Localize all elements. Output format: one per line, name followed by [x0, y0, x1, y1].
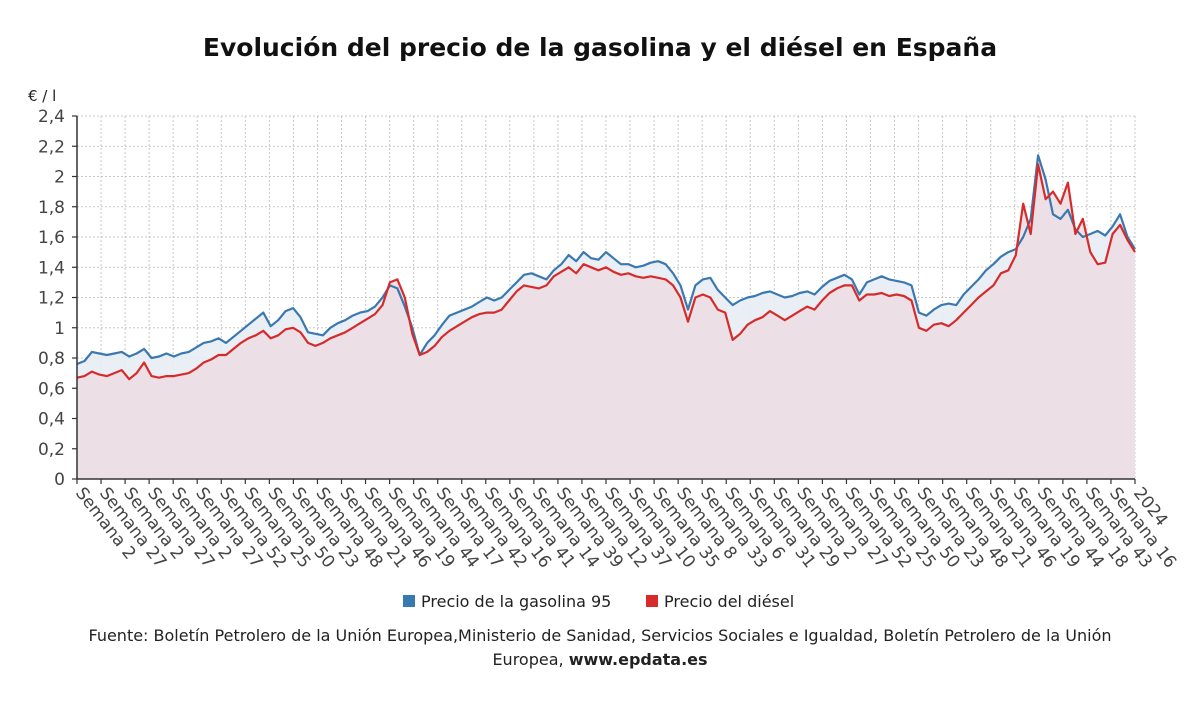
- y-tick-label: 1,8: [38, 198, 65, 218]
- y-tick-label: 2,2: [38, 137, 65, 157]
- source-line-1: Fuente: Boletín Petrolero de la Unión Eu…: [88, 626, 1111, 645]
- axes: [72, 115, 1136, 484]
- y-tick-label: 0,8: [38, 349, 65, 369]
- y-tick-labels: 0 0,2 0,4 0,6 0,8 1 1,2 1,4 1,6 1,8 2 2,2 2,4: [38, 107, 65, 490]
- legend-label-gasoline: Precio de la gasolina 95: [421, 592, 611, 611]
- y-tick-label: 1: [54, 319, 65, 339]
- series-line-0: [76, 154, 1136, 366]
- series-lines: [76, 154, 1136, 381]
- y-tick-label: 0,6: [38, 379, 65, 399]
- y-tick-label: 2,4: [38, 107, 65, 127]
- legend-swatch-gasoline: [403, 595, 415, 607]
- source-line-2-prefix: Europea,: [492, 650, 568, 669]
- series-line-1: [76, 163, 1136, 381]
- y-tick-label: 1,4: [38, 258, 65, 278]
- legend-label-diesel: Precio del diésel: [664, 592, 794, 611]
- source-line-2: Europea, www.epdata.es: [492, 650, 707, 669]
- source-note: Fuente: Boletín Petrolero de la Unión Eu…: [88, 626, 1111, 669]
- y-tick-label: 0,2: [38, 440, 65, 460]
- source-url: www.epdata.es: [569, 650, 708, 669]
- area-fills: [77, 155, 1135, 480]
- y-tick-label: 1,2: [38, 289, 65, 309]
- chart-title: Evolución del precio de la gasolina y el…: [203, 33, 997, 62]
- y-tick-label: 0,4: [38, 410, 65, 430]
- legend: Precio de la gasolina 95 Precio del diés…: [403, 592, 794, 611]
- y-tick-label: 0: [54, 470, 65, 490]
- series-area-1: [77, 164, 1135, 479]
- y-tick-label: 2: [54, 168, 65, 188]
- legend-swatch-diesel: [646, 595, 658, 607]
- y-axis-unit: € / l: [28, 87, 56, 105]
- y-tick-label: 1,6: [38, 228, 65, 248]
